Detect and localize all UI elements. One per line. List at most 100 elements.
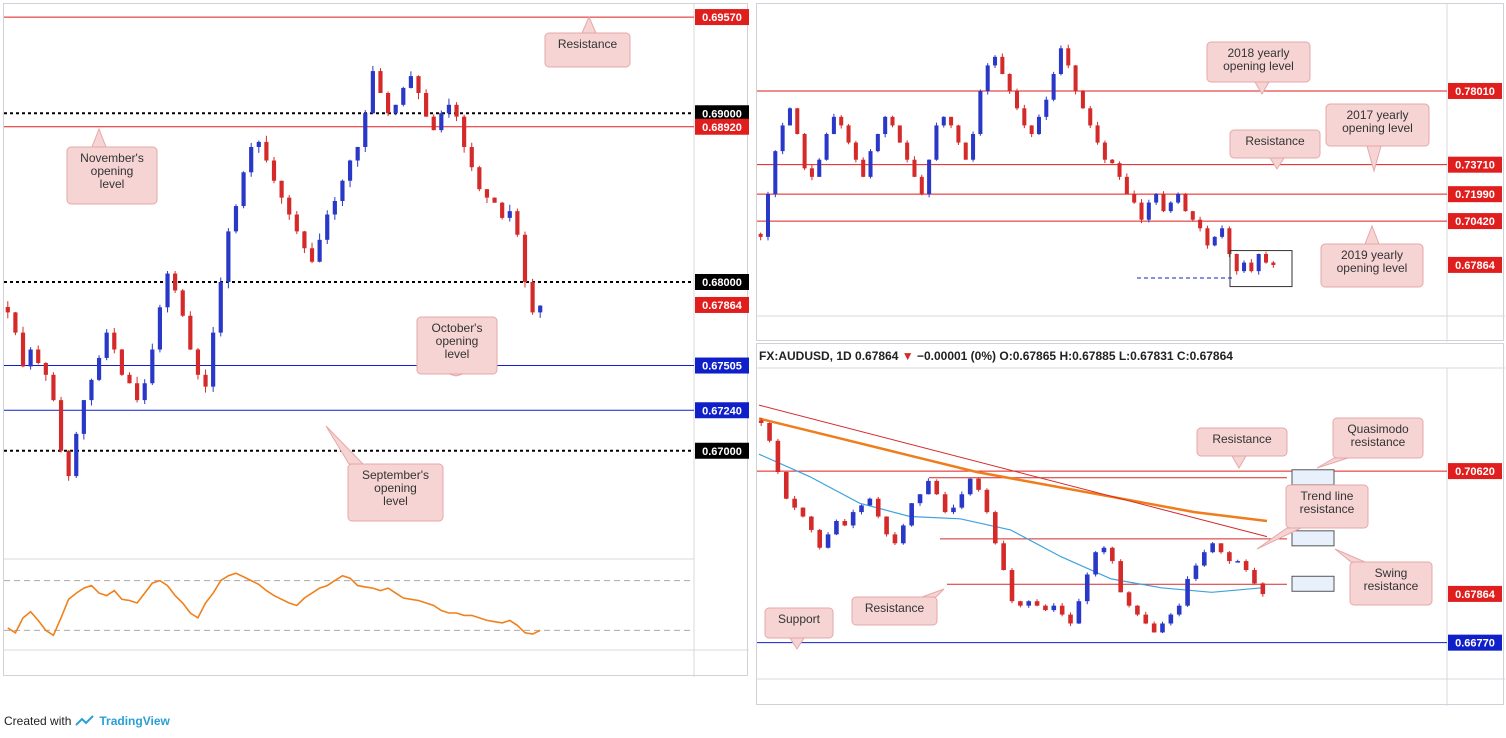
candle-weekly-candle <box>846 125 851 143</box>
candle-daily-candle <box>850 512 856 526</box>
price-tag: 0.70620 <box>1455 466 1495 478</box>
candle-240-candle <box>96 357 102 380</box>
candle-daily-candle <box>1168 614 1174 624</box>
candle-240-candle <box>203 374 208 387</box>
candle-daily-candle <box>1051 605 1057 611</box>
candle-240-candle <box>28 349 33 367</box>
callout-november-box <box>66 146 158 205</box>
candle-weekly-candle <box>1044 99 1049 117</box>
price-tag: 0.67000 <box>702 446 742 458</box>
candle-240-candle <box>81 400 86 434</box>
candle-weekly-candle <box>773 151 778 194</box>
chart-weekly[interactable]: 0.78010 0.73710 0.71990 0.70420 0.67864 2018 … <box>757 4 1505 342</box>
candle-240-candle <box>89 379 94 401</box>
chart-daily[interactable]: FX:AUDUSD, 1D 0.67864 ▼ −0.00001 (0%) O:… <box>757 344 1505 706</box>
ohlc-header: FX:AUDUSD, 1D 0.67864 ▼ −0.00001 (0%) O:… <box>759 349 1233 363</box>
candle-daily-candle <box>951 507 956 513</box>
range-box <box>1229 250 1293 288</box>
candle-daily-candle <box>884 516 889 535</box>
candle-weekly-candle <box>853 142 858 160</box>
candle-weekly-candle <box>919 176 924 194</box>
candle-daily-candle <box>817 529 823 548</box>
chart-panel-240[interactable]: 0.69570 0.69000 0.68920 0.68000 0.67864 0.675… <box>3 3 749 677</box>
price-tag-bg <box>695 9 749 26</box>
candle-weekly-candle <box>1095 125 1100 143</box>
callout-2017-text: opening level <box>1342 121 1413 135</box>
footer: Created with TradingView <box>4 714 170 728</box>
candle-daily-candle <box>1185 578 1190 606</box>
candle-daily-candle <box>859 505 864 513</box>
candle-240-candle <box>249 147 254 173</box>
chart-panel-daily[interactable]: FX:AUDUSD, 1D 0.67864 ▼ −0.00001 (0%) O:… <box>756 343 1505 706</box>
price-tag-bg <box>1448 156 1502 173</box>
candle-daily-candle <box>1135 605 1140 615</box>
callout-resistance-top-box <box>1196 427 1288 457</box>
candle-weekly-candle <box>1014 91 1020 109</box>
candle-240-candle <box>484 189 490 198</box>
price-tag-bg <box>695 274 749 290</box>
candle-240-candle <box>454 104 459 117</box>
candle-240-candle <box>370 71 375 114</box>
candle-weekly-candle <box>1036 116 1041 134</box>
candle-daily-candle <box>1026 601 1032 606</box>
candle-240-candle <box>431 116 436 131</box>
candle-daily-candle <box>800 507 806 517</box>
candle-weekly-candle <box>1051 74 1056 100</box>
candle-daily-candle <box>1143 614 1149 624</box>
candle-weekly-candle <box>1139 202 1144 220</box>
candle-240-candle <box>218 282 223 333</box>
callout-november-text: level <box>100 177 125 191</box>
candle-daily-candle <box>1210 543 1215 553</box>
candle-240-candle <box>317 239 322 262</box>
candle-weekly-candle <box>1029 125 1034 134</box>
callout-support-text: Support <box>778 612 821 626</box>
candle-weekly-candle <box>824 134 829 160</box>
price-tag: 0.78010 <box>1455 86 1495 98</box>
price-tag-bg <box>1448 463 1502 480</box>
candle-daily-candle <box>1034 601 1040 606</box>
candle-weekly-candle <box>1176 194 1181 203</box>
callout-swing-text: resistance <box>1364 579 1419 593</box>
footer-brand[interactable]: TradingView <box>99 714 170 728</box>
candle-240-candle <box>195 349 201 375</box>
chart-240[interactable]: 0.69570 0.69000 0.68920 0.68000 0.67864 0.675… <box>4 4 749 677</box>
candle-daily-candle <box>783 471 789 499</box>
ohlc-open-label: O: <box>999 349 1012 363</box>
price-tag-bg <box>695 402 749 419</box>
price-tag: 0.67864 <box>702 300 743 312</box>
callout-resistance-box <box>1229 129 1321 159</box>
candle-weekly-candle <box>795 108 800 134</box>
candle-weekly-candle <box>1249 262 1254 272</box>
candle-weekly-candle <box>1058 48 1063 74</box>
candle-240-candle <box>51 374 56 401</box>
ohlc-price: 0.67864 <box>855 349 899 363</box>
callout-quasimodo-text: resistance <box>1351 435 1406 449</box>
callout-trend-line-text: Trend line <box>1301 489 1354 503</box>
candle-daily-candle <box>1260 583 1266 595</box>
callout-resistance-box <box>544 32 631 68</box>
candle-weekly-candle <box>1205 228 1210 246</box>
candle-daily-candle <box>792 498 797 508</box>
candle-240-candle <box>515 211 520 235</box>
candle-weekly-candle <box>1168 202 1173 212</box>
callout-resistance-low-text: Resistance <box>865 601 925 615</box>
candle-weekly-candle <box>1088 108 1093 126</box>
price-tag-bg <box>695 357 749 374</box>
candle-daily-candle <box>1235 561 1241 563</box>
ohlc-open: 0.67865 <box>1013 349 1057 363</box>
candle-daily-candle <box>1043 605 1048 611</box>
callout-2017-box <box>1325 103 1430 147</box>
candle-weekly-candle <box>809 168 814 177</box>
candle-daily-candle <box>1160 623 1165 633</box>
chart-panel-weekly[interactable]: 0.78010 0.73710 0.71990 0.70420 0.67864 2018 … <box>756 3 1505 342</box>
candle-daily-candle <box>1252 570 1257 584</box>
candle-daily-candle <box>892 534 898 544</box>
candle-daily-candle <box>1059 605 1065 615</box>
candle-weekly-candle <box>1117 163 1122 177</box>
candle-240-candle <box>13 312 18 333</box>
candle-240-candle <box>173 273 178 291</box>
candle-daily-candle <box>842 521 848 526</box>
candle-weekly-candle <box>971 134 976 160</box>
candle-240-candle <box>157 307 163 350</box>
candle-daily-candle <box>917 494 923 504</box>
